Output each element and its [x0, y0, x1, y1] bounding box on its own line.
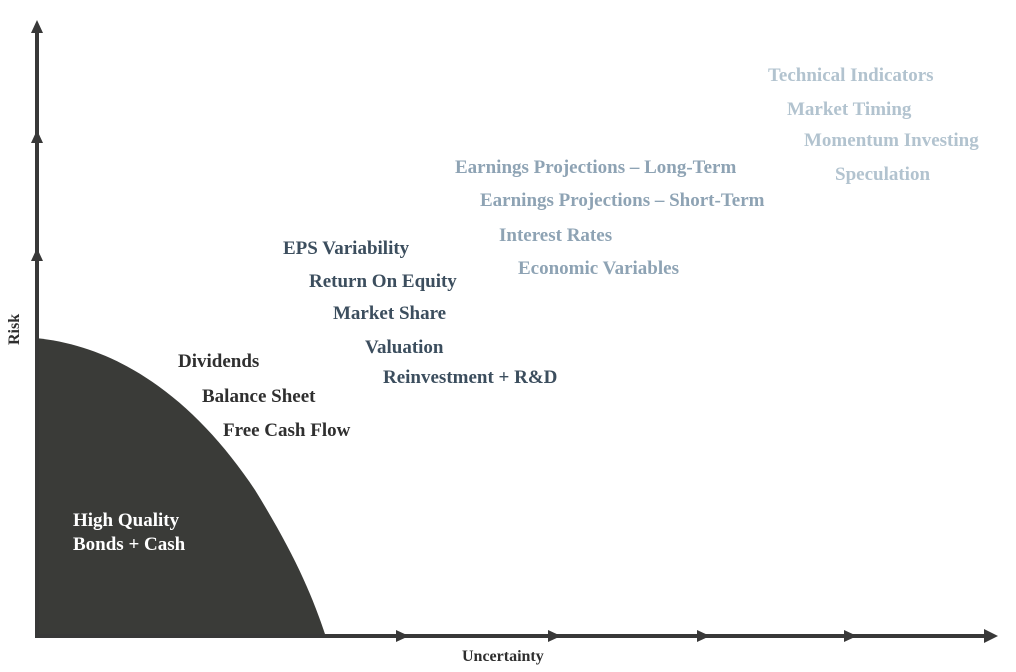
tier4-label: Momentum Investing	[804, 130, 979, 151]
tier1-label: Free Cash Flow	[223, 420, 351, 441]
tier2-label: Market Share	[333, 303, 447, 324]
tier3-label: Earnings Projections – Short-Term	[480, 190, 765, 211]
x-axis-label: Uncertainty	[462, 648, 544, 665]
risk-arrow-1	[31, 20, 43, 33]
tier1-label: Balance Sheet	[202, 386, 316, 407]
uncertainty-arrow-4	[844, 630, 857, 642]
tier3-label: Economic Variables	[518, 258, 679, 279]
tier4-label: Speculation	[835, 164, 931, 185]
base-region-label-line2: Bonds + Cash	[73, 534, 186, 555]
tier2-label: Return On Equity	[309, 271, 457, 292]
tier2-label: Reinvestment + R&D	[383, 367, 558, 388]
tier2-label: EPS Variability	[283, 238, 410, 259]
tier2-label: Valuation	[365, 337, 444, 358]
tier1-label: Dividends	[178, 351, 260, 372]
uncertainty-arrow-2	[548, 630, 561, 642]
tier3-label: Interest Rates	[499, 225, 613, 246]
risk-arrow-2	[31, 130, 43, 143]
tier3-label: Earnings Projections – Long-Term	[455, 157, 737, 178]
base-region-shape	[35, 338, 326, 637]
tier4-label: Technical Indicators	[768, 65, 934, 86]
uncertainty-arrow-3	[697, 630, 710, 642]
uncertainty-arrow-1	[396, 630, 409, 642]
base-region-label-line1: High Quality	[73, 510, 180, 531]
tier4-label: Market Timing	[787, 99, 912, 120]
uncertainty-arrow-5	[984, 629, 998, 643]
y-axis-label: Risk	[6, 313, 23, 345]
risk-arrow-3	[31, 248, 43, 261]
